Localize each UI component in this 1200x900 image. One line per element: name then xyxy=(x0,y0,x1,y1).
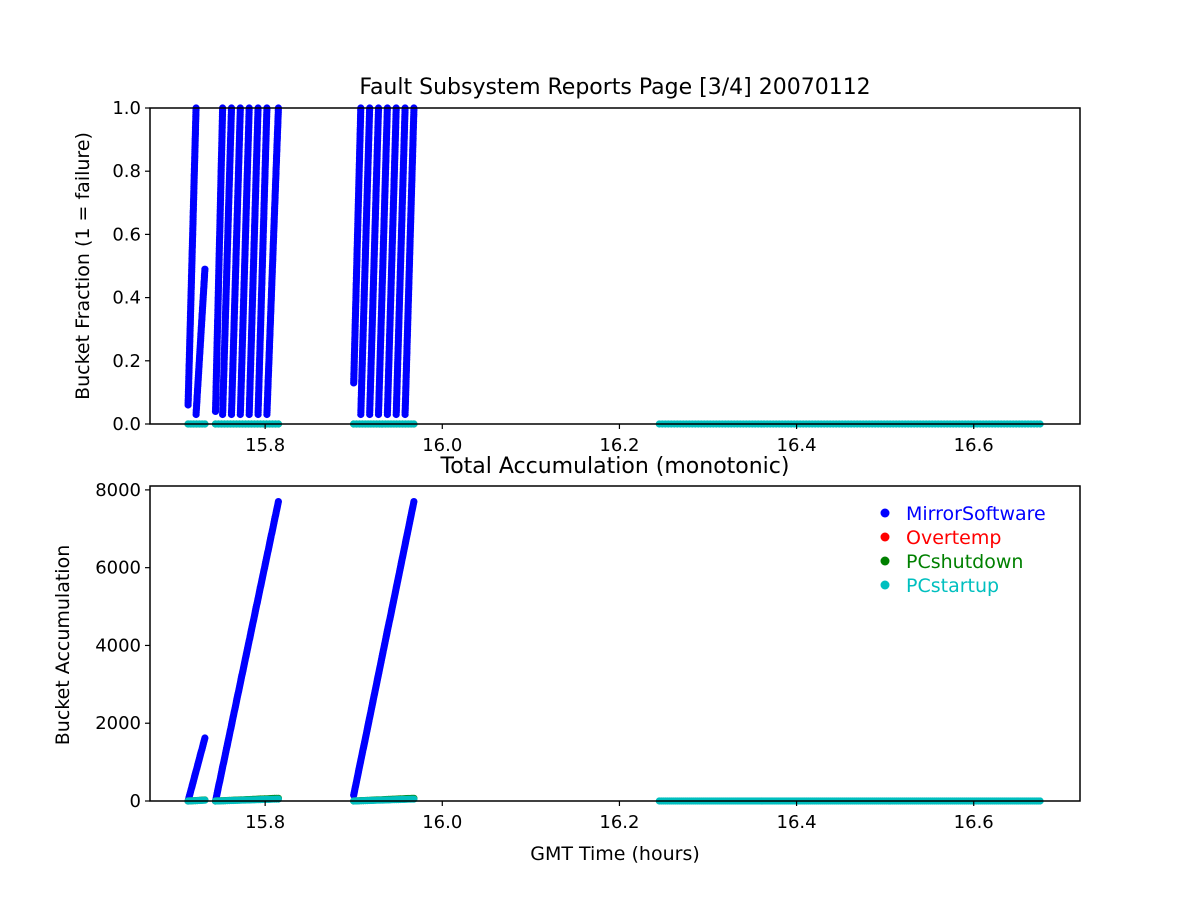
y-tick-label: 0.0 xyxy=(112,414,141,435)
x-tick-label: 16.6 xyxy=(954,435,994,456)
x-tick-label: 15.8 xyxy=(245,812,285,833)
legend-entry: PCshutdown xyxy=(906,551,1023,573)
plot-frame xyxy=(149,107,1081,425)
fraction-panel: Fault Subsystem Reports Page [3/4] 20070… xyxy=(72,75,1081,456)
data-point xyxy=(274,498,282,506)
legend-entry: MirrorSoftware xyxy=(906,503,1046,525)
accumulation-panel: Total Accumulation (monotonic) Bucket Ac… xyxy=(52,454,1081,865)
x-tick-label: 16.0 xyxy=(422,812,462,833)
y-tick-label: 0.4 xyxy=(112,288,141,309)
y-tick-label: 1.0 xyxy=(112,98,141,119)
legend-marker xyxy=(880,556,890,566)
series-mirrorsoftware xyxy=(184,498,418,805)
y-tick-label: 0.2 xyxy=(112,351,141,372)
axis-ticks: 15.8 16.0 16.2 16.4 16.6 0.0 0.2 0.4 0.6 0.8 1.0 xyxy=(112,98,993,456)
y-tick-label: 0.8 xyxy=(112,161,141,182)
x-tick-label: 16.4 xyxy=(777,435,817,456)
legend: MirrorSoftwareOvertempPCshutdownPCstartu… xyxy=(880,503,1046,597)
y-tick-label: 6000 xyxy=(95,558,141,579)
legend-marker xyxy=(880,508,890,518)
axis-ticks: 15.8 16.0 16.2 16.4 16.6 0 2000 4000 6000 8000 xyxy=(95,480,994,833)
data-point xyxy=(410,498,418,506)
x-tick-label: 16.0 xyxy=(422,435,462,456)
plot-marks xyxy=(184,104,1044,428)
x-tick-label: 16.2 xyxy=(599,812,639,833)
x-tick-label: 16.4 xyxy=(777,812,817,833)
plot-frame xyxy=(149,485,1081,802)
legend-entry: Overtemp xyxy=(906,527,1001,549)
x-tick-label: 16.2 xyxy=(599,435,639,456)
chart-title: Fault Subsystem Reports Page [3/4] 20070… xyxy=(359,75,870,100)
y-axis-label: Bucket Fraction (1 = failure) xyxy=(72,132,94,400)
legend-marker xyxy=(880,580,890,590)
y-tick-label: 4000 xyxy=(95,635,141,656)
y-axis-label: Bucket Accumulation xyxy=(52,545,74,746)
y-tick-label: 0 xyxy=(130,791,141,812)
x-axis-label: GMT Time (hours) xyxy=(530,843,700,865)
series-mirrorsoftware xyxy=(184,104,418,419)
chart-title: Total Accumulation (monotonic) xyxy=(440,454,790,479)
x-tick-label: 16.6 xyxy=(954,812,994,833)
data-point xyxy=(201,734,209,742)
y-tick-label: 0.6 xyxy=(112,224,141,245)
data-point xyxy=(201,265,209,273)
y-tick-label: 2000 xyxy=(95,713,141,734)
y-tick-label: 8000 xyxy=(95,480,141,501)
legend-entry: PCstartup xyxy=(906,575,999,597)
x-tick-label: 15.8 xyxy=(245,435,285,456)
data-point xyxy=(201,796,209,804)
legend-marker xyxy=(880,532,890,542)
